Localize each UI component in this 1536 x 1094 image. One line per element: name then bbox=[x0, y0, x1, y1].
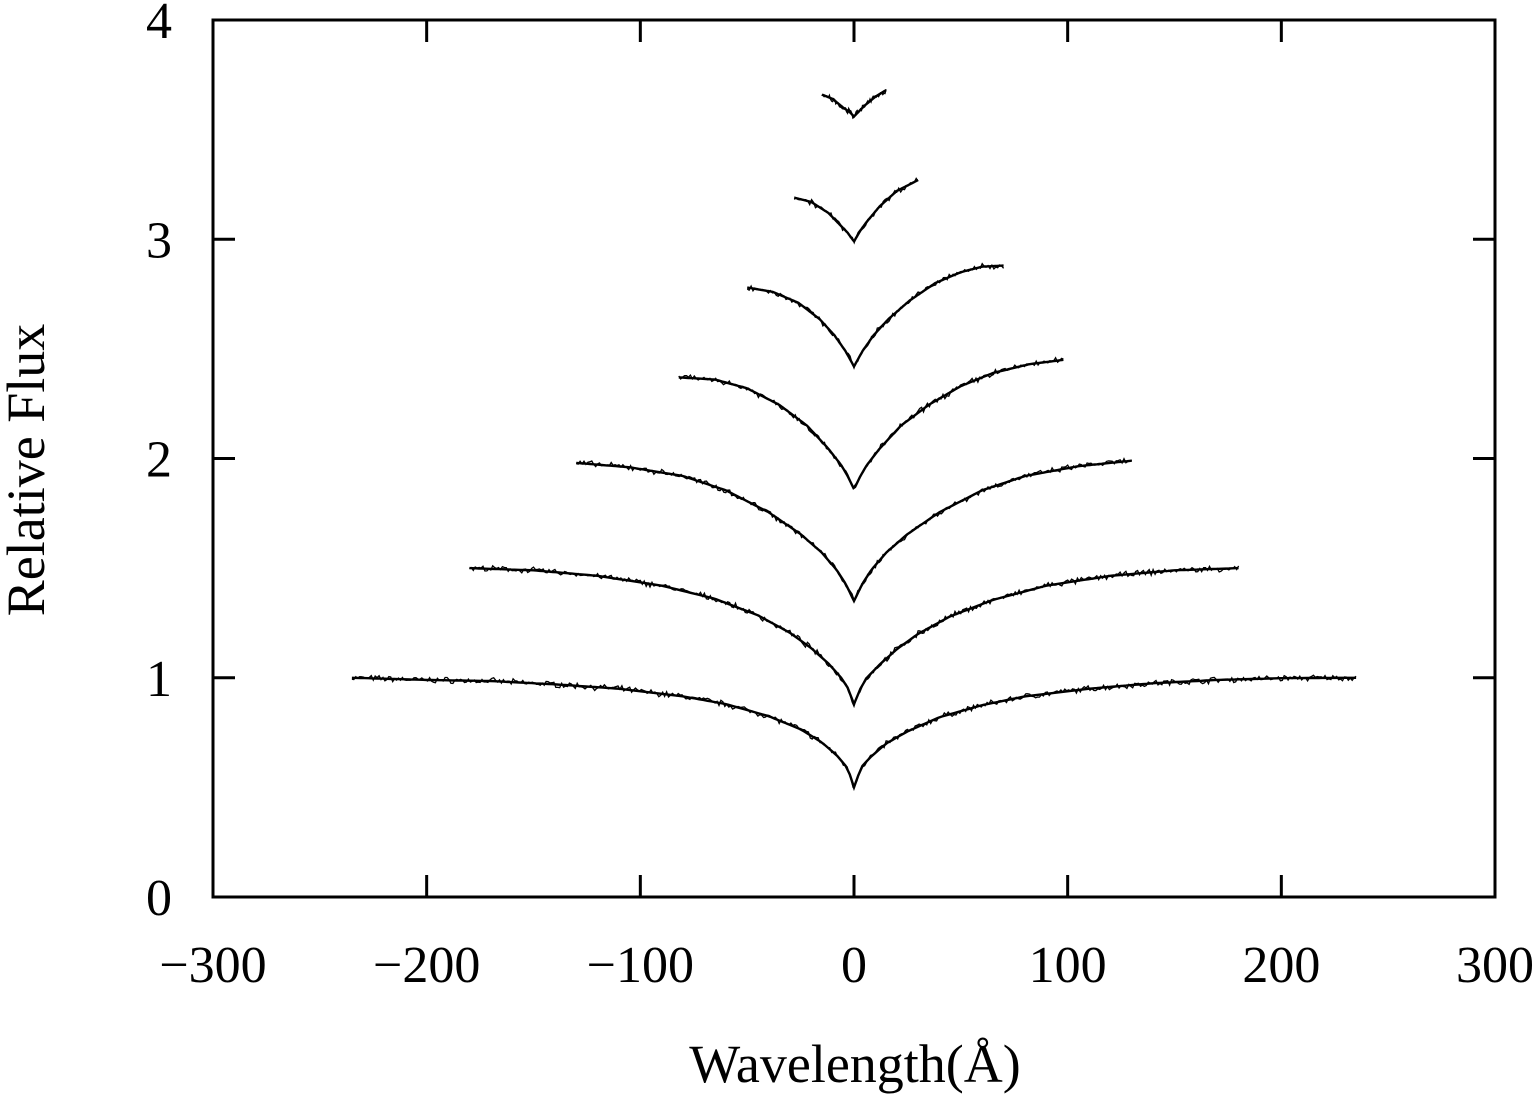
y-axis-title: Relative Flux bbox=[0, 324, 56, 616]
observed-spectrum-line bbox=[576, 457, 1132, 602]
x-tick-label: 0 bbox=[841, 937, 867, 994]
observed-spectrum-line bbox=[746, 262, 1005, 370]
observed-spectrum-line bbox=[678, 356, 1064, 489]
observed-spectrum-line bbox=[351, 674, 1357, 789]
y-tick-label: 1 bbox=[146, 651, 172, 708]
plot-area bbox=[351, 89, 1357, 792]
model-line bbox=[746, 264, 1004, 369]
plot-frame bbox=[211, 18, 1497, 899]
observed-spectrum-line bbox=[821, 89, 887, 120]
model-line bbox=[351, 676, 1357, 792]
y-tick-label: 3 bbox=[146, 212, 172, 269]
model-line bbox=[576, 459, 1132, 604]
model-line bbox=[821, 89, 887, 119]
x-tick-label: 200 bbox=[1242, 937, 1320, 994]
y-tick-label: 2 bbox=[146, 432, 172, 489]
axes: −300 −200 −100 0 100 200 300 0 1 2 3 4 bbox=[146, 0, 1534, 994]
x-axis-title: Wavelength(Å) bbox=[689, 1034, 1021, 1094]
x-tick-label: −100 bbox=[587, 937, 694, 994]
observed-spectrum-line bbox=[793, 177, 919, 245]
model-line bbox=[678, 358, 1064, 490]
x-tick-label: 300 bbox=[1456, 937, 1534, 994]
x-tick-label: 100 bbox=[1029, 937, 1107, 994]
y-tick-label: 4 bbox=[146, 0, 172, 50]
x-tick-label: −300 bbox=[159, 937, 266, 994]
observed-spectrum-line bbox=[469, 564, 1240, 709]
y-tick-label: 0 bbox=[146, 870, 172, 927]
model-line bbox=[469, 566, 1239, 708]
x-tick-label: −200 bbox=[373, 937, 480, 994]
